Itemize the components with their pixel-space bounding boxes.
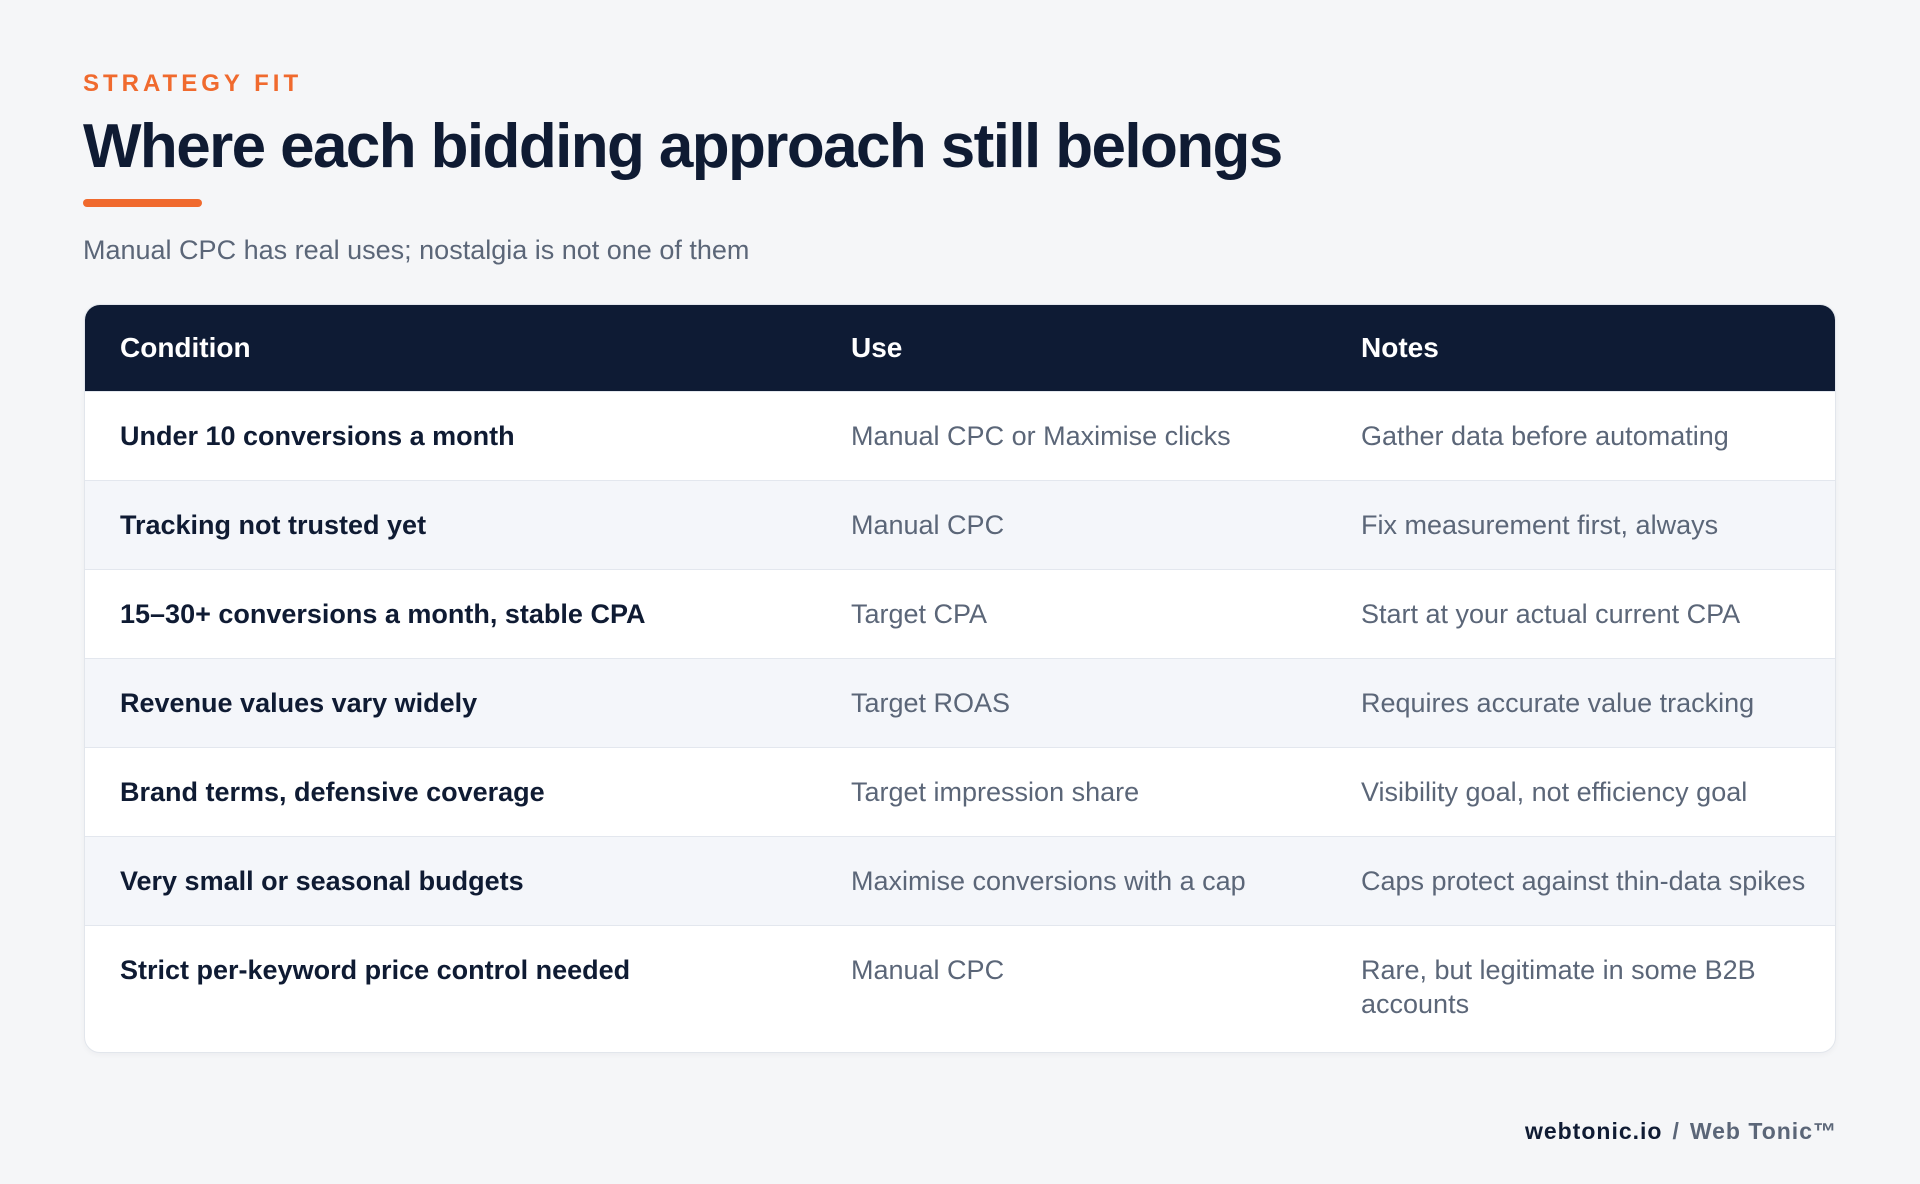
cell-notes: Fix measurement first, always — [1361, 510, 1719, 540]
page-subtitle: Manual CPC has real uses; nostalgia is n… — [83, 235, 750, 265]
cell-notes: Caps protect against thin-data spikes — [1361, 866, 1806, 896]
cell-notes: Visibility goal, not efficiency goal — [1361, 777, 1748, 807]
footer-domain: webtonic.io — [1524, 1118, 1663, 1144]
cell-use: Manual CPC or Maximise clicks — [851, 421, 1231, 451]
cell-use: Target CPA — [851, 599, 988, 629]
table-row: Tracking not trusted yet Manual CPC Fix … — [85, 480, 1835, 569]
column-header-condition: Condition — [120, 332, 251, 363]
cell-notes: Gather data before automating — [1361, 421, 1729, 451]
page-title: Where each bidding approach still belong… — [83, 112, 1283, 181]
footer-credit: webtonic.io / Web Tonic™ — [1525, 1118, 1837, 1145]
table-row: Revenue values vary widely Target ROAS R… — [85, 658, 1835, 747]
footer-separator: / — [1672, 1118, 1680, 1144]
footer-brand: Web Tonic™ — [1689, 1118, 1837, 1144]
cell-notes: Rare, but legitimate in some B2B account… — [1361, 955, 1756, 1019]
cell-use: Manual CPC — [851, 955, 1005, 985]
cell-condition: Very small or seasonal budgets — [120, 866, 524, 896]
table-row: Very small or seasonal budgets Maximise … — [85, 836, 1835, 925]
cell-condition: 15–30+ conversions a month, stable CPA — [120, 599, 646, 629]
title-underline-accent — [83, 199, 202, 207]
cell-notes: Requires accurate value tracking — [1361, 688, 1755, 718]
table-header: Condition Use Notes — [85, 305, 1835, 391]
cell-condition: Strict per-keyword price control needed — [120, 955, 631, 985]
cell-condition: Revenue values vary widely — [120, 688, 478, 718]
table-row: Brand terms, defensive coverage Target i… — [85, 747, 1835, 836]
table-row: 15–30+ conversions a month, stable CPA T… — [85, 569, 1835, 658]
cell-use: Manual CPC — [851, 510, 1005, 540]
cell-use: Maximise conversions with a cap — [851, 866, 1246, 896]
cell-condition: Tracking not trusted yet — [120, 510, 427, 540]
cell-notes: Start at your actual current CPA — [1361, 599, 1741, 629]
strategy-table: Condition Use Notes Under 10 conversions… — [84, 304, 1836, 1053]
cell-use: Target impression share — [851, 777, 1140, 807]
table-row: Under 10 conversions a month Manual CPC … — [85, 391, 1835, 480]
cell-condition: Brand terms, defensive coverage — [120, 777, 545, 807]
cell-condition: Under 10 conversions a month — [120, 421, 515, 451]
column-header-use: Use — [851, 332, 903, 363]
eyebrow-label: STRATEGY FIT — [83, 70, 303, 97]
table-row: Strict per-keyword price control needed … — [85, 925, 1835, 1051]
cell-use: Target ROAS — [851, 688, 1011, 718]
column-header-notes: Notes — [1361, 332, 1439, 363]
